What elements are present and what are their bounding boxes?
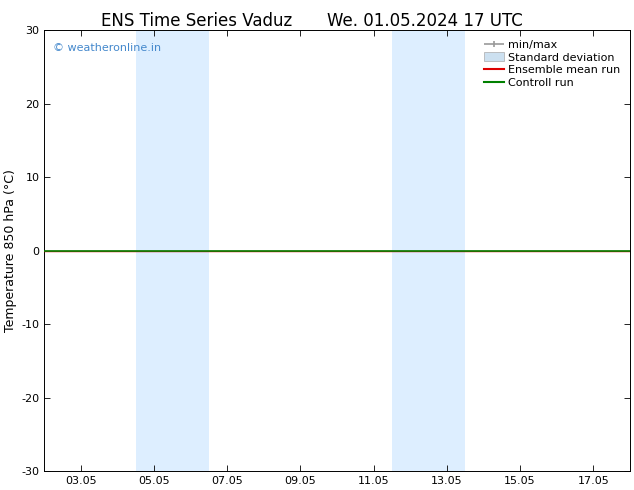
Bar	[136, 30, 209, 471]
Text: ENS Time Series Vaduz: ENS Time Series Vaduz	[101, 12, 292, 30]
Legend: min/max, Standard deviation, Ensemble mean run, Controll run: min/max, Standard deviation, Ensemble me…	[481, 36, 624, 92]
Text: We. 01.05.2024 17 UTC: We. 01.05.2024 17 UTC	[327, 12, 522, 30]
Y-axis label: Temperature 850 hPa (°C): Temperature 850 hPa (°C)	[4, 169, 17, 332]
Bar	[392, 30, 465, 471]
Text: © weatheronline.in: © weatheronline.in	[53, 44, 161, 53]
